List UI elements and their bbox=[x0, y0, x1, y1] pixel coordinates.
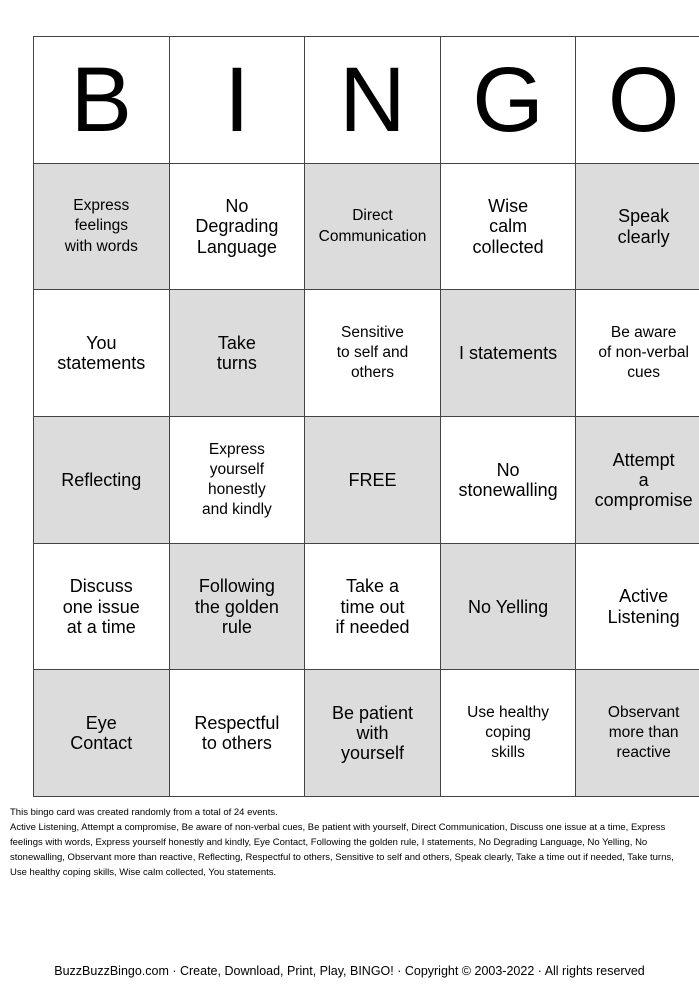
card-row: Discuss one issue at a time Following the… bbox=[33, 542, 699, 671]
bingo-cell: Respectful to others bbox=[168, 669, 306, 798]
card-row: Eye Contact Respectful to others Be patien… bbox=[33, 669, 699, 798]
header-letter: I bbox=[168, 36, 306, 164]
bingo-cell: Sensitive to self and others bbox=[304, 289, 441, 418]
bingo-cell: Wise calm collected bbox=[439, 162, 577, 291]
bingo-cell: Take turns bbox=[168, 289, 306, 418]
card-info-summary: This bingo card was created randomly fro… bbox=[10, 807, 278, 818]
bingo-cell: Take a time out if needed bbox=[304, 542, 441, 671]
footer-copyright: BuzzBuzzBingo.com · Create, Download, Pr… bbox=[54, 964, 645, 978]
bingo-cell: Eye Contact bbox=[33, 669, 170, 798]
bingo-cell: Express yourself honestly and kindly bbox=[168, 416, 306, 544]
bingo-card: B I N G O Express feelings with words No Degra… bbox=[33, 36, 699, 798]
bingo-cell: No Yelling bbox=[439, 542, 577, 671]
card-row: Express feelings with words No Degrading … bbox=[33, 162, 699, 291]
bingo-cell: No stonewalling bbox=[439, 416, 577, 544]
header-letter: O bbox=[575, 36, 699, 164]
bingo-cell: Following the golden rule bbox=[168, 542, 306, 671]
bingo-cell: You statements bbox=[33, 289, 170, 418]
bingo-cell: No Degrading Language bbox=[168, 162, 306, 291]
bingo-cell: Attempt a compromise bbox=[575, 416, 699, 544]
header-letter: G bbox=[439, 36, 577, 164]
bingo-cell: Use healthy coping skills bbox=[439, 669, 577, 798]
bingo-cell: Be patient with yourself bbox=[304, 669, 441, 798]
bingo-cell: I statements bbox=[439, 289, 577, 418]
bingo-cell: Discuss one issue at a time bbox=[33, 542, 170, 671]
bingo-cell: Speak clearly bbox=[575, 162, 699, 291]
card-events-list: Active Listening, Attempt a compromise, … bbox=[10, 822, 674, 878]
bingo-cell: Express feelings with words bbox=[33, 162, 170, 291]
header-letter: B bbox=[33, 36, 170, 164]
bingo-cell: Reflecting bbox=[33, 416, 170, 544]
free-space: FREE bbox=[304, 416, 441, 544]
bingo-cell: Observant more than reactive bbox=[575, 669, 699, 798]
card-row: You statements Take turns Sensitive to sel… bbox=[33, 289, 699, 418]
bingo-cell: Active Listening bbox=[575, 542, 699, 671]
card-row: Reflecting Express yourself honestly and … bbox=[33, 416, 699, 544]
card-info: This bingo card was created randomly fro… bbox=[10, 805, 690, 880]
bingo-cell: Be aware of non-verbal cues bbox=[575, 289, 699, 418]
bingo-cell: Direct Communication bbox=[304, 162, 441, 291]
header-letter: N bbox=[304, 36, 441, 164]
